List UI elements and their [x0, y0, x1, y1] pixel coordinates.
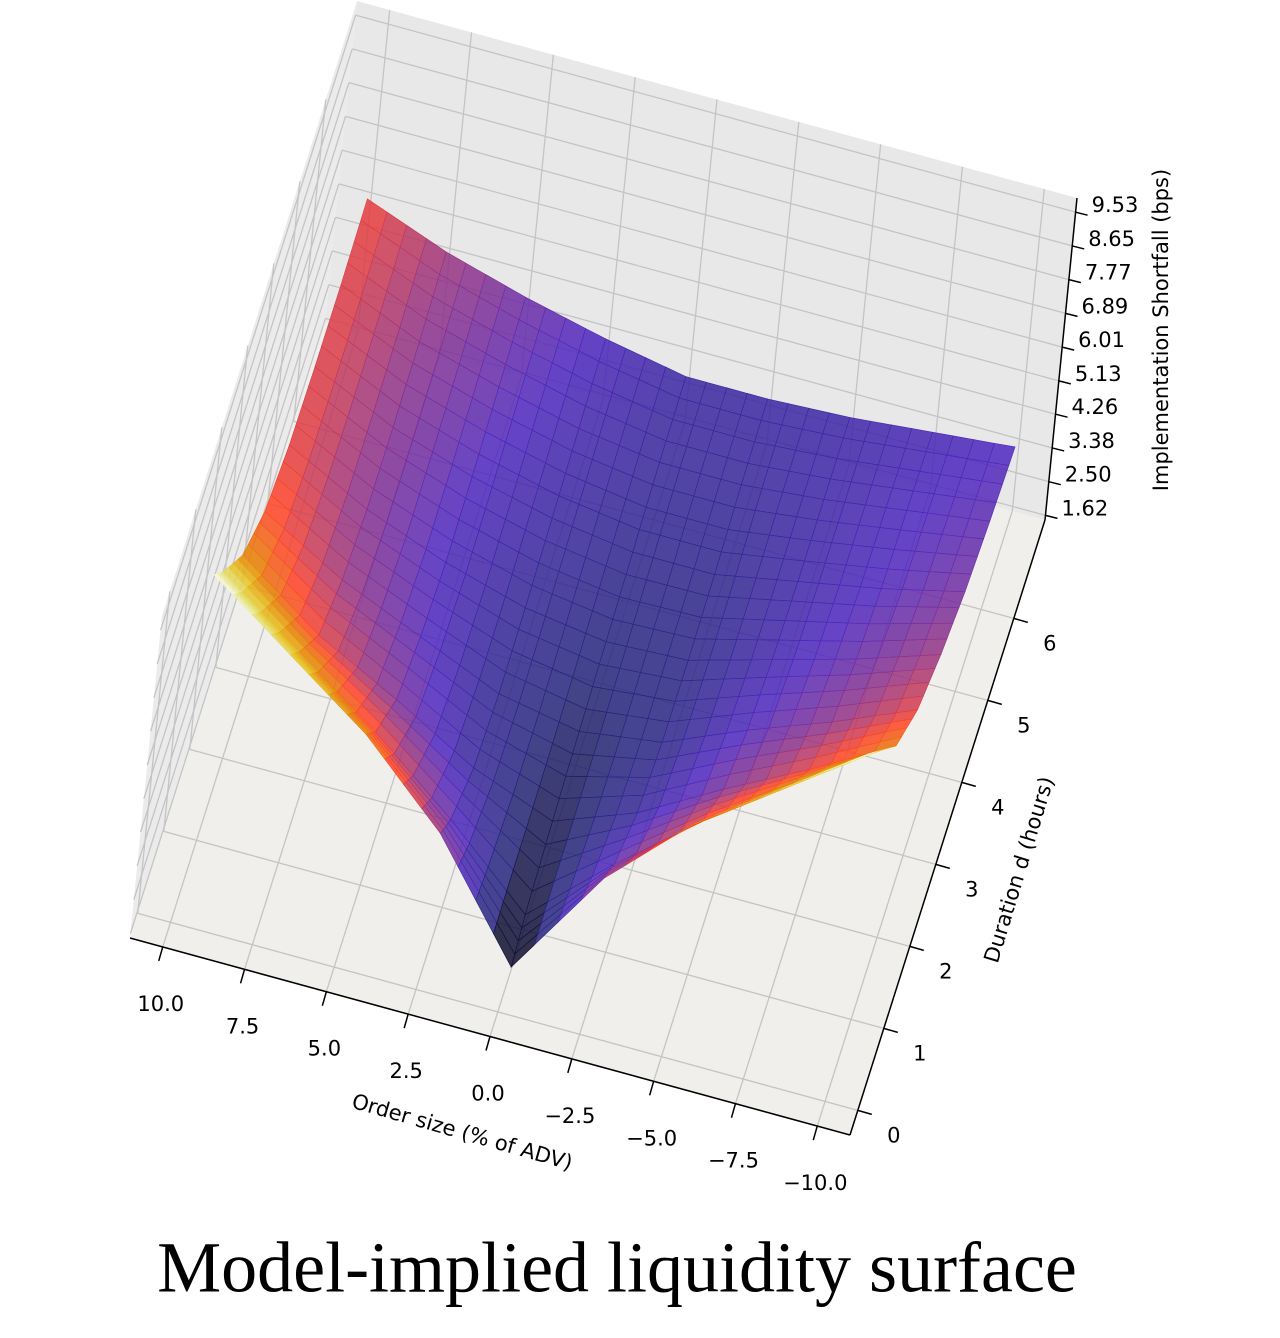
x-tick-label: 5.0 [308, 1037, 341, 1061]
grid-line [159, 14, 357, 631]
y-tick-label: 4 [991, 795, 1004, 819]
tick-mark [403, 1013, 409, 1029]
x-tick-label: 2.5 [389, 1059, 422, 1083]
tick-mark [1061, 346, 1075, 351]
tick-mark [883, 1027, 899, 1034]
tick-mark [567, 1058, 573, 1074]
grid-line [816, 510, 1013, 1127]
x-tick-label: −5.0 [626, 1126, 677, 1150]
z-axis-label: Implementation Shortfall (bps) [1149, 169, 1173, 491]
grid-line [241, 263, 275, 586]
axis-line [1044, 197, 1078, 521]
grid-line [136, 250, 333, 867]
grid-line [847, 144, 882, 467]
surface [213, 198, 1016, 969]
grid-line [137, 912, 858, 1112]
grid-line [1011, 188, 1045, 512]
tick-mark [1048, 480, 1061, 486]
x-tick-label: −10.0 [783, 1171, 847, 1195]
grid-line [215, 345, 249, 668]
tick-mark [1075, 211, 1088, 216]
axis-line [849, 519, 1046, 1136]
grid-line [766, 121, 800, 444]
grid-line [156, 48, 353, 665]
grid-line [684, 99, 718, 422]
axes [129, 197, 1088, 1141]
z-tick-label: 1.62 [1061, 496, 1108, 520]
tick-mark [961, 781, 977, 788]
z-tick-label: 6.01 [1078, 328, 1125, 352]
z-tick-label: 7.77 [1085, 261, 1132, 285]
surface-patch [846, 752, 871, 763]
y-tick-label: 1 [913, 1041, 926, 1065]
grid-line [163, 509, 197, 832]
tick-labels: 10.0 7.5 5.0 2.5 0.0 −2.5 −5.0 −7.5 −10.0 0 1 2 3 4 5 6… [137, 193, 1138, 1195]
tick-mark [158, 946, 164, 962]
tick-mark [1055, 413, 1068, 418]
y-tick-label: 2 [939, 959, 952, 983]
tick-mark [239, 969, 246, 984]
tick-mark [485, 1036, 491, 1051]
grid-line [293, 99, 327, 422]
tick-mark [321, 991, 328, 1006]
grid-line [338, 183, 1060, 382]
z-tick-label: 8.65 [1088, 227, 1135, 251]
z-tick-label: 3.38 [1068, 429, 1115, 453]
grid-line [143, 183, 340, 800]
grid-line [129, 318, 327, 934]
y-tick-label: 5 [1017, 713, 1030, 737]
tick-mark [1072, 245, 1085, 250]
z-tick-label: 5.13 [1075, 362, 1122, 386]
grid-line [348, 82, 1070, 281]
y-tick-label: 6 [1043, 631, 1056, 655]
grid-line [146, 149, 343, 766]
tick-mark [1013, 617, 1029, 624]
z-tick-label: 4.26 [1072, 395, 1119, 419]
y-tick-label: 0 [887, 1123, 900, 1147]
tick-mark [1051, 447, 1065, 452]
x-tick-label: 0.0 [471, 1082, 504, 1106]
x-axis-label: Order size (% of ADV) [349, 1089, 575, 1175]
grid-line [267, 181, 301, 504]
tick-mark [1065, 312, 1078, 318]
tick-mark [857, 1109, 873, 1116]
grid-line [139, 217, 337, 833]
x-tick-label: −7.5 [708, 1149, 759, 1173]
grid-line [345, 115, 1066, 315]
tick-mark [1058, 380, 1072, 385]
grid-line [342, 149, 1063, 348]
tick-mark [730, 1103, 737, 1118]
tick-mark [812, 1125, 818, 1141]
x-tick-label: 10.0 [137, 992, 184, 1016]
grid-line [355, 14, 1076, 213]
grid-line [153, 82, 350, 698]
x-tick-label: 7.5 [226, 1014, 259, 1038]
tick-mark [648, 1081, 655, 1096]
tick-mark [1045, 514, 1058, 520]
x-tick-label: −2.5 [544, 1104, 595, 1128]
chart-title: Model-implied liquidity surface [157, 1228, 1077, 1308]
grid-line [149, 116, 347, 732]
axis-line [129, 937, 851, 1136]
tick-mark [935, 863, 951, 870]
y-tick-label: 3 [965, 877, 978, 901]
z-tick-label: 2.50 [1065, 463, 1112, 487]
grid-line [189, 427, 223, 750]
tick-mark [987, 699, 1003, 706]
z-tick-label: 6.89 [1082, 294, 1129, 318]
tick-mark [1068, 278, 1082, 284]
z-tick-label: 9.53 [1092, 193, 1139, 217]
grid-line [137, 591, 171, 914]
tick-mark [909, 945, 925, 952]
grid-line [335, 216, 1056, 415]
grid-line [352, 48, 1073, 247]
